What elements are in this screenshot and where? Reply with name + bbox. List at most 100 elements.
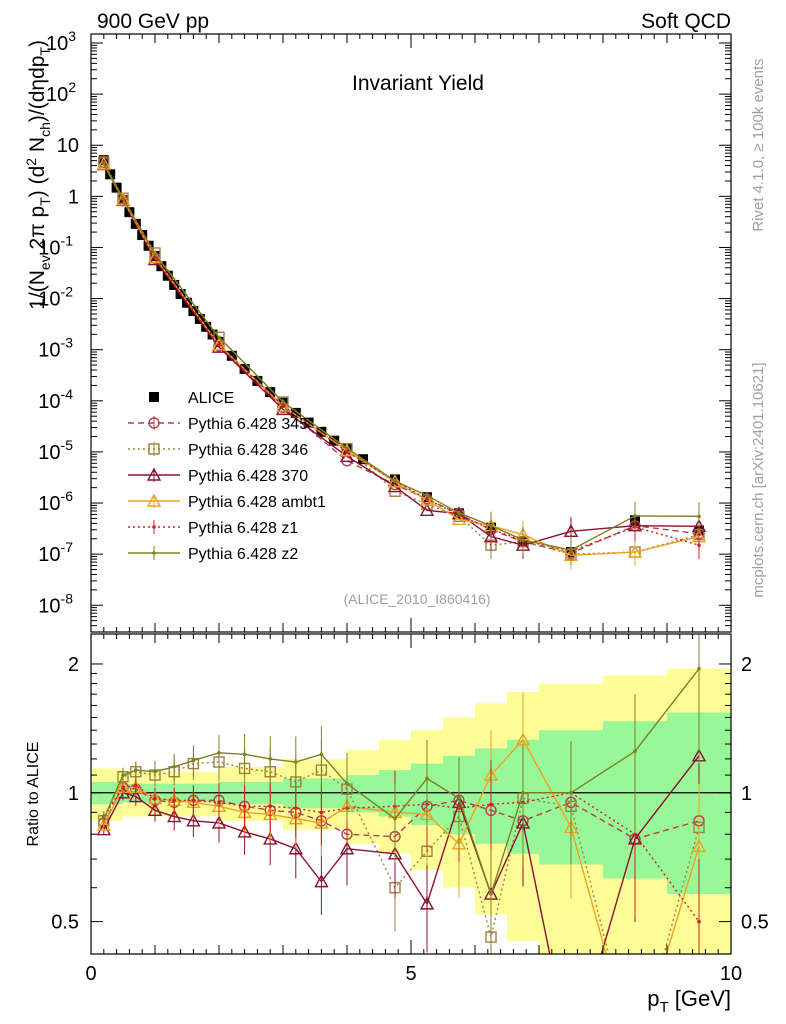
data-point [319, 752, 324, 757]
data-point [316, 426, 327, 437]
data-point [207, 329, 218, 340]
legend-label: Pythia 6.428 ambt1 [188, 494, 326, 511]
data-point [153, 252, 157, 256]
data-point [242, 752, 247, 757]
data-point [691, 838, 707, 852]
data-point [153, 255, 157, 260]
data-point [152, 525, 156, 529]
data-point [345, 450, 349, 454]
y-tick-label: 10 [57, 135, 79, 157]
data-point [147, 802, 163, 817]
data-point [211, 815, 227, 829]
data-point [697, 919, 701, 924]
data-point [627, 544, 643, 558]
data-point [294, 806, 298, 811]
data-point [98, 155, 109, 166]
data-point [96, 822, 111, 836]
data-point [425, 493, 429, 498]
data-point [263, 831, 278, 845]
data-point [146, 493, 162, 507]
legend-label: ALICE [188, 390, 234, 407]
series-line [103, 163, 700, 551]
data-point [329, 435, 340, 446]
data-point [697, 666, 701, 671]
data-point [393, 816, 397, 821]
data-point [457, 796, 461, 801]
data-point [268, 804, 273, 809]
y-tick-label: 10-5 [38, 437, 73, 464]
legend: ALICE Pythia 6.428 345 Pythia 6.428 346 Pyt… [128, 390, 326, 563]
main-y-axis-label: 1/(Nev 2π pT) (d2 Nch)/(dηdpT) [23, 40, 53, 310]
series-line [103, 761, 700, 954]
data-point [569, 790, 573, 795]
data-point [102, 816, 106, 821]
ratio-y-tick-label-right: 0.5 [741, 912, 769, 934]
data-point [281, 403, 285, 408]
data-point [425, 497, 429, 501]
data-point [425, 776, 429, 781]
data-point [387, 474, 403, 488]
data-point [191, 758, 196, 763]
data-point [153, 769, 157, 774]
ratio-y-tick-label: 1 [68, 783, 79, 805]
data-point [633, 514, 637, 518]
data-point [521, 790, 525, 795]
ratio-y-axis-label: Ratio to ALICE [25, 742, 42, 847]
x-tick-label: 0 [85, 963, 96, 985]
y-tick-label: 10-6 [38, 488, 73, 515]
data-point [288, 841, 303, 855]
data-point [186, 813, 201, 827]
y-tick-label: 10-4 [38, 386, 73, 413]
ratio-y-tick-label-right: 1 [741, 783, 752, 805]
series-line [103, 162, 700, 552]
data-point [294, 760, 298, 764]
legend-label: Pythia 6.428 345 [188, 416, 308, 433]
data-point [121, 196, 125, 200]
data-point [275, 398, 291, 412]
data-point [134, 783, 138, 788]
data-point [211, 337, 227, 351]
data-point [419, 502, 435, 517]
data-point [419, 492, 435, 506]
x-tick-label: 5 [405, 963, 416, 985]
data-point [457, 511, 461, 515]
data-point [96, 817, 111, 831]
data-point [268, 757, 273, 761]
y-tick-label: 10-8 [38, 590, 73, 617]
header-right: Soft QCD [641, 10, 731, 33]
data-point [217, 751, 221, 755]
data-point [217, 800, 221, 805]
data-point [172, 798, 176, 803]
data-point [134, 768, 138, 772]
data-point [191, 798, 196, 803]
data-point [226, 350, 237, 361]
data-point [128, 789, 143, 803]
legend-label: Pythia 6.428 346 [188, 442, 308, 459]
series-line [103, 668, 700, 897]
data-point [393, 479, 397, 483]
rivet-label: Rivet 4.1.0, ≥ 100k events [750, 58, 767, 231]
data-point [265, 387, 276, 398]
data-point [172, 765, 176, 769]
data-point [148, 443, 160, 455]
ratio-y-tick-label: 2 [68, 654, 79, 676]
series-line [103, 786, 700, 840]
main-title: Invariant Yield [352, 72, 484, 95]
data-point [419, 896, 435, 910]
data-point [96, 156, 111, 170]
y-tick-label: 102 [46, 79, 76, 106]
data-point [339, 841, 355, 855]
data-point [489, 523, 493, 528]
ratio-series [102, 634, 701, 953]
x-tick-label: 10 [720, 963, 742, 985]
y-tick-label: 10-7 [38, 539, 73, 566]
data-point [102, 161, 106, 166]
data-point [290, 407, 301, 418]
data-point [121, 773, 125, 777]
header-left: 900 GeV pp [97, 10, 209, 33]
data-point [345, 446, 349, 451]
data-point [345, 781, 349, 786]
data-point [217, 335, 221, 340]
series-line [103, 164, 700, 546]
